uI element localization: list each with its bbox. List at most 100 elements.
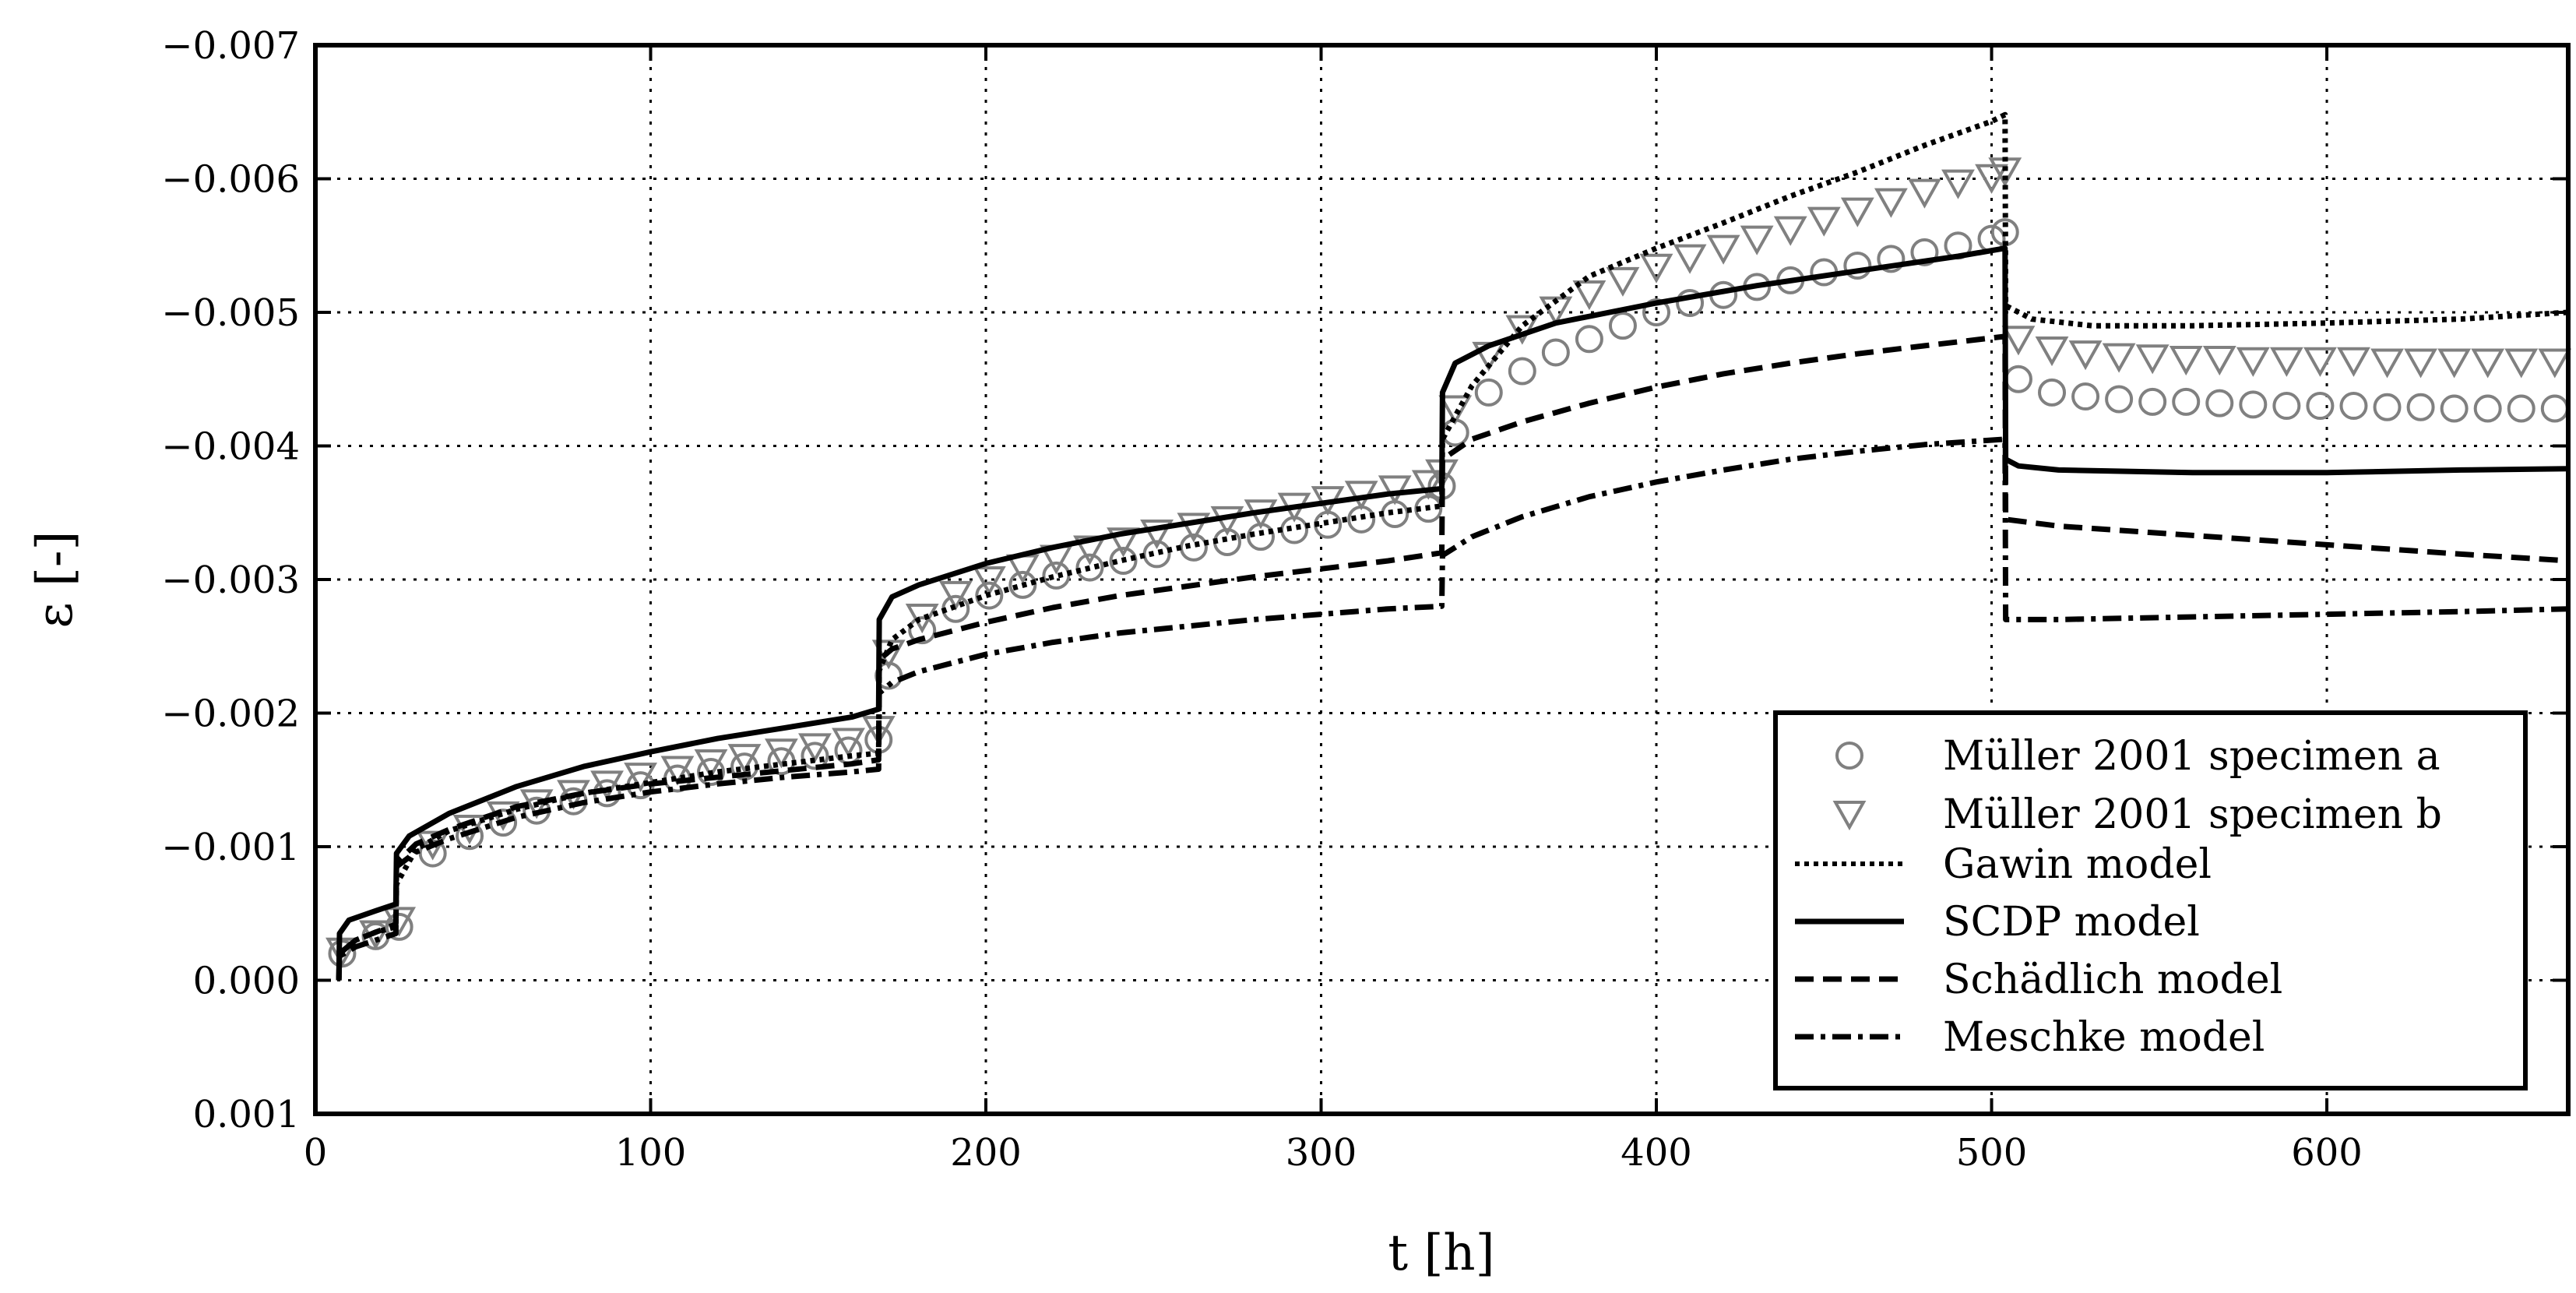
data-point-triangle <box>727 744 762 774</box>
data-point-triangle <box>2269 347 2303 377</box>
data-point-triangle <box>624 763 658 793</box>
data-point-triangle <box>1874 188 1908 218</box>
legend-entry-specimen-a: Müller 2001 specimen a <box>1835 733 2441 780</box>
data-point-circle <box>2205 389 2234 417</box>
legend-label: Gawin model <box>1943 841 2212 888</box>
series-3-line <box>336 111 2569 981</box>
data-point-triangle <box>2135 344 2170 375</box>
data-point-circle <box>2239 390 2268 419</box>
data-point-triangle <box>660 756 695 786</box>
data-point-triangle <box>1177 513 1211 543</box>
legend-entry-specimen-b: Müller 2001 specimen b <box>1832 791 2442 838</box>
data-point-circle <box>908 616 937 645</box>
data-point-triangle <box>2001 326 2036 356</box>
data-point-triangle <box>1411 470 1445 500</box>
data-point-triangle <box>1840 197 1874 227</box>
series-4-line <box>336 245 2569 981</box>
data-point-circle <box>2138 387 2167 416</box>
data-point-triangle <box>798 733 832 763</box>
x-tick-label: 500 <box>1956 1131 2028 1175</box>
data-point-triangle <box>1378 475 1412 506</box>
data-point-triangle <box>326 937 359 967</box>
data-point-triangle <box>2169 346 2203 376</box>
data-point-circle <box>1109 546 1138 575</box>
data-point-triangle <box>2303 347 2337 377</box>
y-tick-label: −0.007 <box>161 24 300 68</box>
data-point-triangle <box>2102 343 2136 373</box>
data-point-circle <box>489 809 518 837</box>
data-point-triangle <box>2404 348 2437 379</box>
data-point-triangle <box>2538 348 2572 379</box>
legend-entry-schadlich: Schädlich model <box>1795 957 2282 1003</box>
legend-label: SCDP model <box>1943 899 2200 946</box>
data-point-circle <box>2172 387 2201 416</box>
series-6-line <box>336 436 2569 981</box>
data-point-circle <box>2373 393 2402 421</box>
data-point-circle <box>2105 385 2134 414</box>
legend-label: Meschke model <box>1943 1014 2265 1061</box>
y-tick-label: −0.005 <box>161 291 300 335</box>
data-point-circle <box>2339 392 2368 421</box>
data-point-circle <box>2272 392 2301 421</box>
data-point-triangle <box>2236 347 2270 377</box>
series-5-line <box>336 333 2569 981</box>
data-point-triangle <box>1807 206 1841 237</box>
y-tick-label: 0.000 <box>193 960 300 1003</box>
legend-entry-meschke: Meschke model <box>1795 1014 2265 1061</box>
data-point-circle <box>1676 288 1705 317</box>
legend-entry-gawin: Gawin model <box>1795 841 2212 888</box>
data-point-circle <box>696 757 725 786</box>
x-tick-label: 400 <box>1621 1131 1692 1175</box>
data-point-triangle <box>590 770 624 801</box>
data-point-circle <box>2406 393 2435 421</box>
data-point-triangle <box>1606 266 1640 297</box>
x-tick-label: 0 <box>304 1131 328 1175</box>
legend-box <box>1773 710 2528 1090</box>
data-point-triangle <box>1572 280 1606 311</box>
data-point-triangle <box>2068 340 2103 371</box>
data-point-triangle <box>694 749 728 780</box>
data-point-triangle <box>1706 234 1740 265</box>
data-point-triangle <box>764 738 798 769</box>
data-point-triangle <box>972 566 1006 597</box>
data-point-circle <box>1642 298 1671 326</box>
y-axis-label: ε [-] <box>26 530 84 628</box>
data-point-circle <box>1075 553 1104 582</box>
data-point-triangle <box>2202 346 2236 376</box>
tick-labels: 0 100 200 300 400 500 600 −0.007 −0.006 −0.005 −0.… <box>161 24 2362 1175</box>
data-point-triangle <box>2504 348 2539 379</box>
y-tick-label: −0.003 <box>161 558 300 602</box>
data-point-circle <box>1910 238 1939 266</box>
data-point-triangle <box>2370 348 2404 379</box>
data-point-triangle <box>2035 336 2069 367</box>
x-tick-label: 300 <box>1286 1131 1357 1175</box>
data-point-circle <box>1474 378 1503 407</box>
data-point-triangle <box>1740 225 1774 255</box>
data-point-circle <box>2507 394 2536 423</box>
x-axis-label: t [h] <box>1388 1224 1494 1282</box>
y-tick-label: −0.006 <box>161 158 300 202</box>
legend: Müller 2001 specimen a Müller 2001 speci… <box>1773 710 2528 1090</box>
data-point-circle <box>801 742 829 770</box>
data-point-circle <box>2038 378 2067 407</box>
data-point-triangle <box>1673 244 1707 274</box>
legend-label: Müller 2001 specimen a <box>1943 733 2441 780</box>
data-point-circle <box>1877 245 1906 273</box>
legend-label: Müller 2001 specimen b <box>1943 791 2442 838</box>
data-point-circle <box>1508 357 1536 386</box>
data-point-triangle <box>2337 347 2370 377</box>
y-tick-label: 0.001 <box>193 1093 300 1136</box>
y-tick-label: −0.004 <box>161 425 300 469</box>
data-point-triangle <box>1107 527 1140 558</box>
data-point-circle <box>2071 382 2100 411</box>
series-2-markers <box>326 157 2572 967</box>
legend-label: Schädlich model <box>1943 957 2282 1003</box>
series-1-markers <box>328 218 2569 968</box>
data-point-triangle <box>382 907 417 937</box>
data-point-triangle <box>832 728 865 758</box>
data-point-circle <box>1142 540 1171 569</box>
x-tick-label: 600 <box>2291 1131 2363 1175</box>
data-point-circle <box>1008 570 1037 599</box>
data-point-triangle <box>2471 348 2505 379</box>
